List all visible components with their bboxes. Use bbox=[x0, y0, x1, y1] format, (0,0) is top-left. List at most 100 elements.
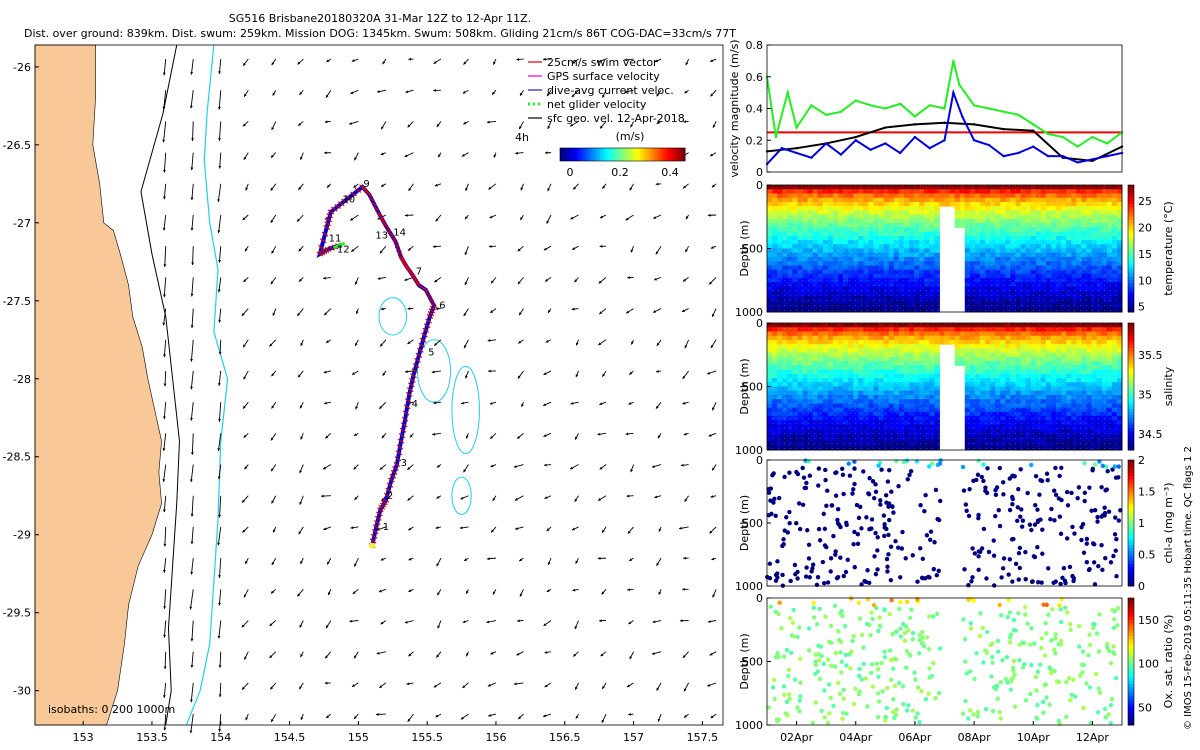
colorbar-cell bbox=[1128, 258, 1134, 262]
section-cell bbox=[807, 290, 814, 296]
section-cell bbox=[817, 327, 824, 332]
section-cell bbox=[838, 369, 844, 375]
section-cell bbox=[1020, 394, 1027, 400]
section-cell bbox=[888, 437, 895, 443]
section-cell bbox=[964, 365, 971, 371]
section-cell bbox=[919, 307, 925, 313]
section-cell bbox=[1106, 248, 1113, 254]
section-cell bbox=[990, 339, 996, 345]
section-cell bbox=[1000, 210, 1006, 216]
section-cell bbox=[969, 193, 976, 199]
section-cell bbox=[1081, 210, 1087, 216]
section-cell bbox=[959, 331, 966, 337]
section-cell bbox=[843, 290, 849, 296]
section-cell bbox=[868, 433, 874, 438]
section-cell bbox=[1051, 295, 1057, 300]
section-cell bbox=[1025, 189, 1032, 194]
section-cell bbox=[817, 193, 824, 199]
colorbar-cell bbox=[1128, 213, 1134, 218]
section-cell bbox=[898, 327, 905, 332]
section-cell bbox=[959, 214, 966, 220]
section-cell bbox=[1091, 240, 1098, 245]
section-cell bbox=[843, 356, 849, 362]
current-vector-head bbox=[653, 277, 657, 281]
section-cell bbox=[990, 252, 996, 258]
section-cell bbox=[1061, 348, 1067, 354]
section-cell bbox=[1000, 441, 1006, 447]
section-cell bbox=[1111, 261, 1118, 266]
section-cell bbox=[802, 378, 809, 383]
section-cell bbox=[914, 348, 920, 354]
current-vector-head bbox=[710, 93, 714, 97]
section-cell bbox=[1045, 390, 1052, 396]
section-cell bbox=[1091, 214, 1098, 220]
section-cell bbox=[1030, 365, 1037, 371]
current-vector-head bbox=[519, 312, 522, 316]
section-cell bbox=[848, 382, 854, 387]
section-cell bbox=[934, 394, 940, 400]
section-cell bbox=[1005, 339, 1011, 345]
section-cell bbox=[924, 240, 930, 245]
section-cell bbox=[838, 197, 844, 203]
section-cell bbox=[903, 407, 910, 413]
section-cell bbox=[964, 286, 971, 292]
section-cell bbox=[863, 295, 869, 300]
section-cell bbox=[995, 369, 1001, 375]
section-cell bbox=[782, 295, 788, 300]
section-cell bbox=[1010, 441, 1016, 447]
section-cell bbox=[777, 282, 783, 288]
current-vector-head bbox=[380, 621, 384, 625]
section-cell bbox=[838, 201, 844, 207]
section-cell bbox=[990, 201, 996, 207]
section-cell bbox=[909, 323, 915, 328]
section-cell bbox=[995, 278, 1001, 283]
section-cell bbox=[853, 299, 859, 305]
section-cell bbox=[873, 445, 880, 451]
section-cell bbox=[909, 327, 915, 332]
section-cell bbox=[959, 193, 966, 199]
section-cell bbox=[893, 433, 900, 438]
section-cell bbox=[1020, 218, 1027, 224]
section-cell bbox=[990, 197, 996, 203]
section-cell bbox=[898, 416, 905, 421]
section-cell bbox=[1045, 348, 1052, 354]
section-cell bbox=[812, 218, 819, 224]
section-cell bbox=[802, 201, 809, 207]
section-cell bbox=[969, 278, 976, 283]
section-cell bbox=[1066, 282, 1072, 288]
section-cell bbox=[1025, 273, 1032, 279]
section-cell bbox=[903, 235, 910, 241]
section-cell bbox=[792, 365, 798, 371]
section-cell bbox=[792, 390, 798, 396]
section-cell bbox=[980, 273, 986, 279]
section-cell bbox=[1015, 210, 1022, 216]
section-cell bbox=[893, 407, 900, 413]
section-cell bbox=[1081, 282, 1087, 288]
section-cell bbox=[1010, 231, 1016, 237]
section-cell bbox=[787, 441, 793, 447]
current-vector-head bbox=[651, 652, 655, 655]
current-vector-head bbox=[514, 497, 518, 501]
section-cell bbox=[1101, 197, 1108, 203]
colorbar-cell bbox=[1128, 292, 1134, 297]
section-cell bbox=[969, 335, 976, 341]
section-cell bbox=[812, 420, 819, 426]
section-cell bbox=[767, 424, 773, 430]
section-cell bbox=[914, 356, 920, 362]
section-cell bbox=[990, 282, 996, 288]
current-vector bbox=[218, 214, 222, 234]
section-cell bbox=[1086, 290, 1093, 296]
section-cell bbox=[797, 227, 803, 233]
section-cell bbox=[802, 252, 809, 258]
section-cell bbox=[969, 282, 976, 288]
section-cell bbox=[1056, 210, 1062, 216]
swim-vector bbox=[383, 492, 391, 498]
section-cell bbox=[995, 223, 1001, 228]
section-cell bbox=[1076, 185, 1082, 190]
section-cell bbox=[1071, 206, 1077, 211]
section-cell bbox=[1091, 189, 1098, 194]
section-cell bbox=[812, 185, 819, 190]
section-cell bbox=[903, 290, 910, 296]
current-vector-head bbox=[190, 71, 194, 75]
section-cell bbox=[812, 223, 819, 228]
